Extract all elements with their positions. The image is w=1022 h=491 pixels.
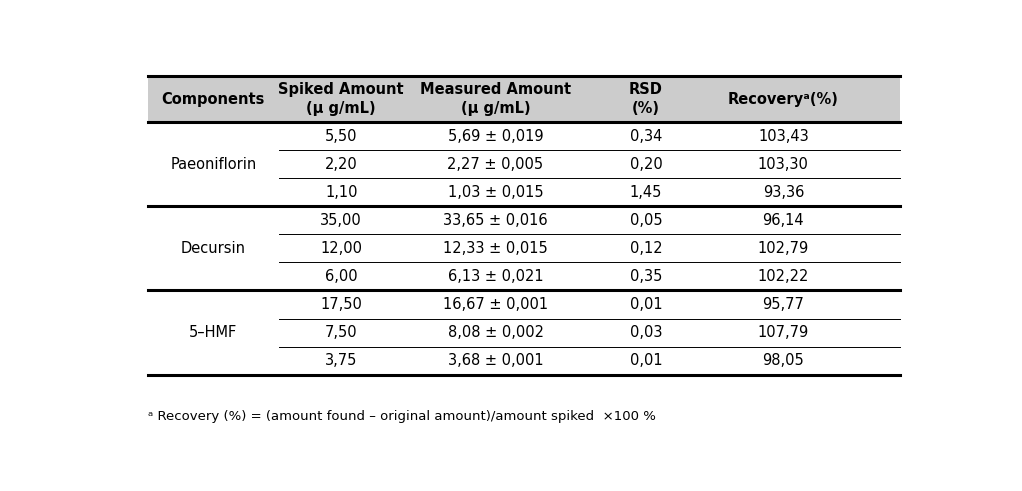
Text: 95,77: 95,77 (762, 297, 804, 312)
Text: 96,14: 96,14 (762, 213, 804, 228)
Text: 0,03: 0,03 (630, 325, 662, 340)
Text: Measured Amount
(μ g/mL): Measured Amount (μ g/mL) (420, 82, 571, 116)
Text: 0,20: 0,20 (630, 157, 662, 172)
Text: 0,12: 0,12 (630, 241, 662, 256)
Text: Recoveryᵃ(%): Recoveryᵃ(%) (728, 92, 839, 107)
Text: Spiked Amount
(μ g/mL): Spiked Amount (μ g/mL) (278, 82, 404, 116)
Text: 12,33 ± 0,015: 12,33 ± 0,015 (444, 241, 548, 256)
Text: 6,00: 6,00 (325, 269, 358, 284)
Text: 5–HMF: 5–HMF (189, 325, 237, 340)
Text: 35,00: 35,00 (321, 213, 362, 228)
Text: 6,13 ± 0,021: 6,13 ± 0,021 (448, 269, 544, 284)
Text: 102,22: 102,22 (757, 269, 809, 284)
Text: 0,01: 0,01 (630, 353, 662, 368)
Text: 2,20: 2,20 (325, 157, 358, 172)
Text: 1,03 ± 0,015: 1,03 ± 0,015 (448, 185, 544, 200)
Text: 5,69 ± 0,019: 5,69 ± 0,019 (448, 129, 544, 144)
Text: 17,50: 17,50 (320, 297, 362, 312)
Text: 2,27 ± 0,005: 2,27 ± 0,005 (448, 157, 544, 172)
Text: 107,79: 107,79 (757, 325, 809, 340)
Text: 12,00: 12,00 (320, 241, 363, 256)
Text: ᵃ Recovery (%) = (amount found – original amount)/amount spiked  ×100 %: ᵃ Recovery (%) = (amount found – origina… (147, 409, 655, 423)
Text: 5,50: 5,50 (325, 129, 358, 144)
Text: 98,05: 98,05 (762, 353, 804, 368)
Bar (147, 76, 900, 122)
Text: 1,10: 1,10 (325, 185, 358, 200)
Text: 0,35: 0,35 (630, 269, 662, 284)
Text: 102,79: 102,79 (757, 241, 809, 256)
Text: RSD
(%): RSD (%) (630, 82, 663, 116)
Text: 103,30: 103,30 (758, 157, 808, 172)
Text: 16,67 ± 0,001: 16,67 ± 0,001 (443, 297, 548, 312)
Text: 93,36: 93,36 (762, 185, 804, 200)
Text: 103,43: 103,43 (758, 129, 808, 144)
Text: 1,45: 1,45 (630, 185, 662, 200)
Text: 8,08 ± 0,002: 8,08 ± 0,002 (448, 325, 544, 340)
Text: 0,05: 0,05 (630, 213, 662, 228)
Text: 0,01: 0,01 (630, 297, 662, 312)
Text: 3,68 ± 0,001: 3,68 ± 0,001 (448, 353, 544, 368)
Text: Decursin: Decursin (181, 241, 246, 256)
Text: 0,34: 0,34 (630, 129, 662, 144)
Text: 3,75: 3,75 (325, 353, 358, 368)
Text: 7,50: 7,50 (325, 325, 358, 340)
Text: Components: Components (161, 92, 265, 107)
Text: Paeoniflorin: Paeoniflorin (171, 157, 257, 172)
Text: 33,65 ± 0,016: 33,65 ± 0,016 (444, 213, 548, 228)
